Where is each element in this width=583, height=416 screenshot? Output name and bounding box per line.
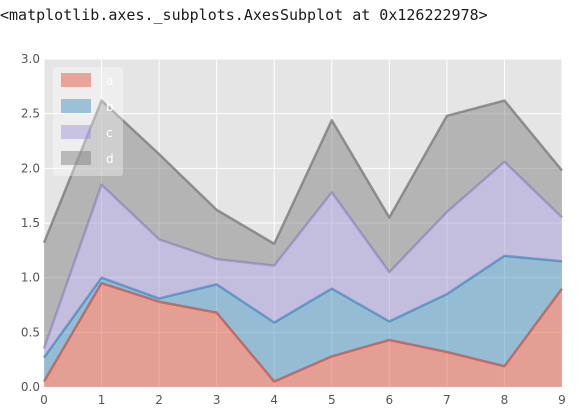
legend-label-b: b bbox=[106, 100, 114, 114]
legend-label-d: d bbox=[106, 152, 114, 166]
x-axis-ticks: 0 1 2 3 4 5 6 7 8 9 bbox=[40, 393, 566, 407]
x-tick-label-4: 4 bbox=[270, 393, 278, 407]
line-a bbox=[42, 281, 564, 383]
x-tick-label-7: 7 bbox=[443, 393, 451, 407]
y-tick-label-0: 0.0 bbox=[21, 380, 40, 394]
legend-frame bbox=[53, 67, 123, 176]
legend-swatch-d bbox=[61, 151, 91, 165]
legend-swatch-b bbox=[61, 99, 91, 113]
legend-label-a: a bbox=[106, 74, 113, 88]
grid-lines bbox=[43, 58, 563, 388]
x-tick-label-5: 5 bbox=[328, 393, 336, 407]
line-b bbox=[42, 254, 563, 359]
legend-label-c: c bbox=[106, 126, 113, 140]
x-tick-label-0: 0 bbox=[40, 393, 48, 407]
area-c bbox=[44, 161, 562, 358]
x-tick-label-2: 2 bbox=[155, 393, 163, 407]
y-tick-label-1: 0.5 bbox=[21, 325, 40, 339]
x-tick-label-8: 8 bbox=[501, 393, 509, 407]
area-series bbox=[42, 99, 564, 387]
y-tick-label-6: 3.0 bbox=[21, 52, 40, 66]
area-b bbox=[44, 255, 562, 382]
x-tick-label-6: 6 bbox=[386, 393, 394, 407]
line-c bbox=[42, 160, 563, 350]
y-axis-ticks: 0.0 0.5 1.0 1.5 2.0 2.5 3.0 bbox=[21, 52, 40, 394]
y-tick-label-4: 2.0 bbox=[21, 161, 40, 175]
x-tick-label-3: 3 bbox=[213, 393, 221, 407]
area-d bbox=[44, 100, 562, 349]
x-tick-label-1: 1 bbox=[98, 393, 106, 407]
area-a bbox=[44, 283, 562, 387]
x-tick-label-9: 9 bbox=[558, 393, 566, 407]
y-tick-label-5: 2.5 bbox=[21, 107, 40, 121]
y-tick-label-3: 1.5 bbox=[21, 216, 40, 230]
output-repr: <matplotlib.axes._subplots.AxesSubplot a… bbox=[0, 6, 488, 24]
legend-swatch-c bbox=[61, 125, 91, 139]
y-tick-label-2: 1.0 bbox=[21, 271, 40, 285]
legend-swatch-a bbox=[61, 73, 91, 87]
line-d bbox=[42, 99, 563, 246]
